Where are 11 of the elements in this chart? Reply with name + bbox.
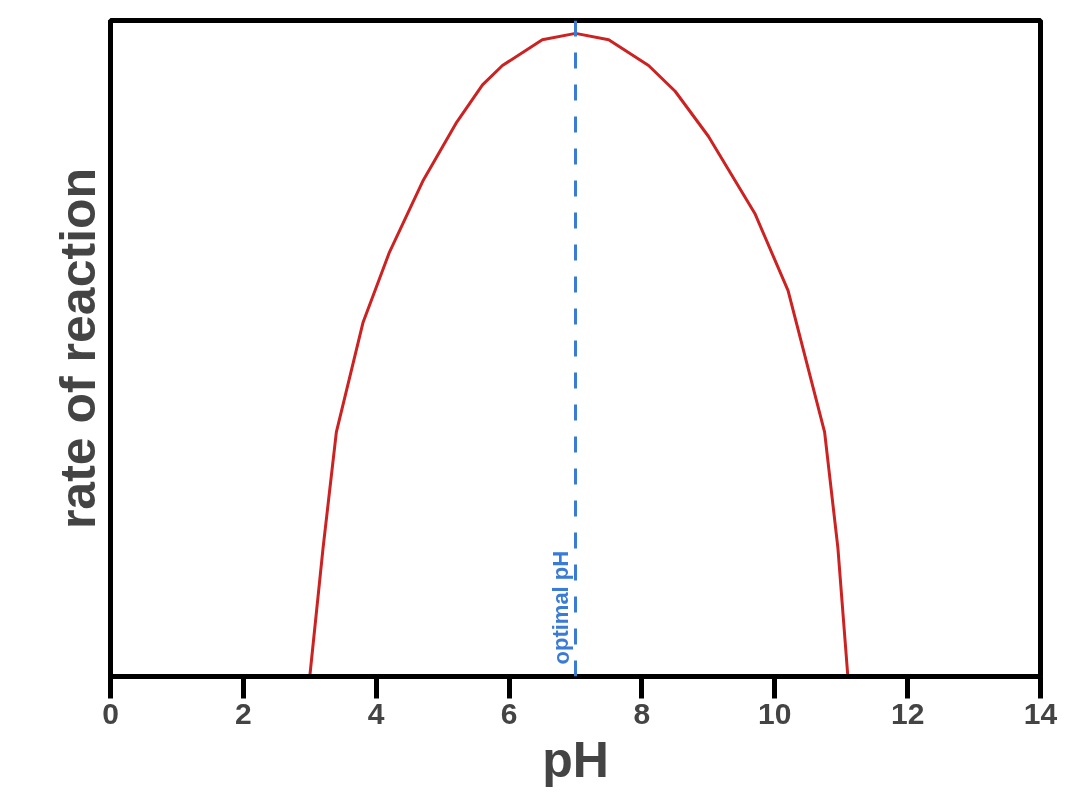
x-tick-label: 6 <box>500 696 518 730</box>
x-tick-label: 10 <box>758 696 792 730</box>
y-axis-title: rate of reaction <box>49 167 106 530</box>
x-tick-label: 14 <box>1023 696 1058 730</box>
x-axis-title: pH <box>542 731 609 788</box>
x-tick-label: 2 <box>235 696 252 730</box>
x-tick-label: 0 <box>102 696 119 730</box>
x-tick-label: 8 <box>633 696 651 730</box>
x-tick-label: 4 <box>367 696 385 730</box>
ref-line-label: optimal pH <box>548 550 574 665</box>
x-tick-label: 12 <box>890 696 925 730</box>
